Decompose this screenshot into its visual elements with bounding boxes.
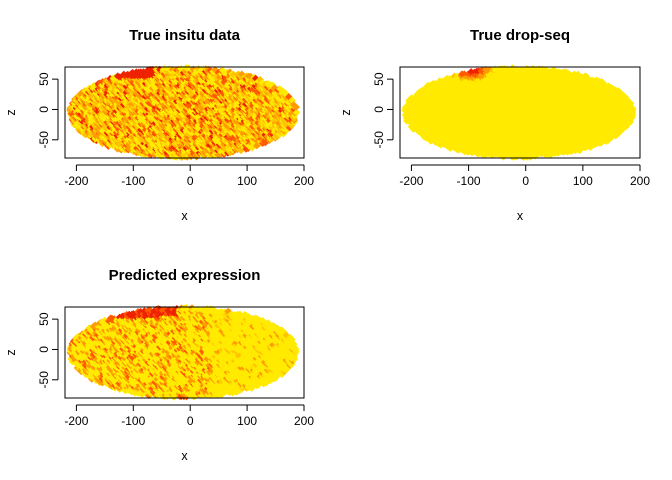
y-tick-label: -50 bbox=[37, 131, 51, 149]
x-axis: -200 -100 0 100 200 bbox=[64, 164, 314, 188]
x-tick-label: 200 bbox=[294, 174, 314, 188]
points bbox=[401, 64, 637, 161]
y-tick-label: 50 bbox=[37, 72, 51, 86]
x-tick-label: -200 bbox=[64, 174, 88, 188]
x-tick-label: 0 bbox=[187, 174, 194, 188]
chart-title: True insitu data bbox=[129, 27, 241, 44]
x-tick-label: -100 bbox=[121, 174, 145, 188]
panel-1: -200 -100 0 100 200 -50 0 50 True insitu data x z bbox=[4, 27, 314, 223]
points bbox=[66, 64, 301, 161]
y-axis-label: z bbox=[4, 109, 18, 115]
x-axis-label: x bbox=[181, 209, 188, 223]
x-tick-label: 100 bbox=[237, 174, 257, 188]
y-axis: -50 0 50 bbox=[37, 72, 59, 149]
y-tick-label: 0 bbox=[37, 106, 51, 113]
